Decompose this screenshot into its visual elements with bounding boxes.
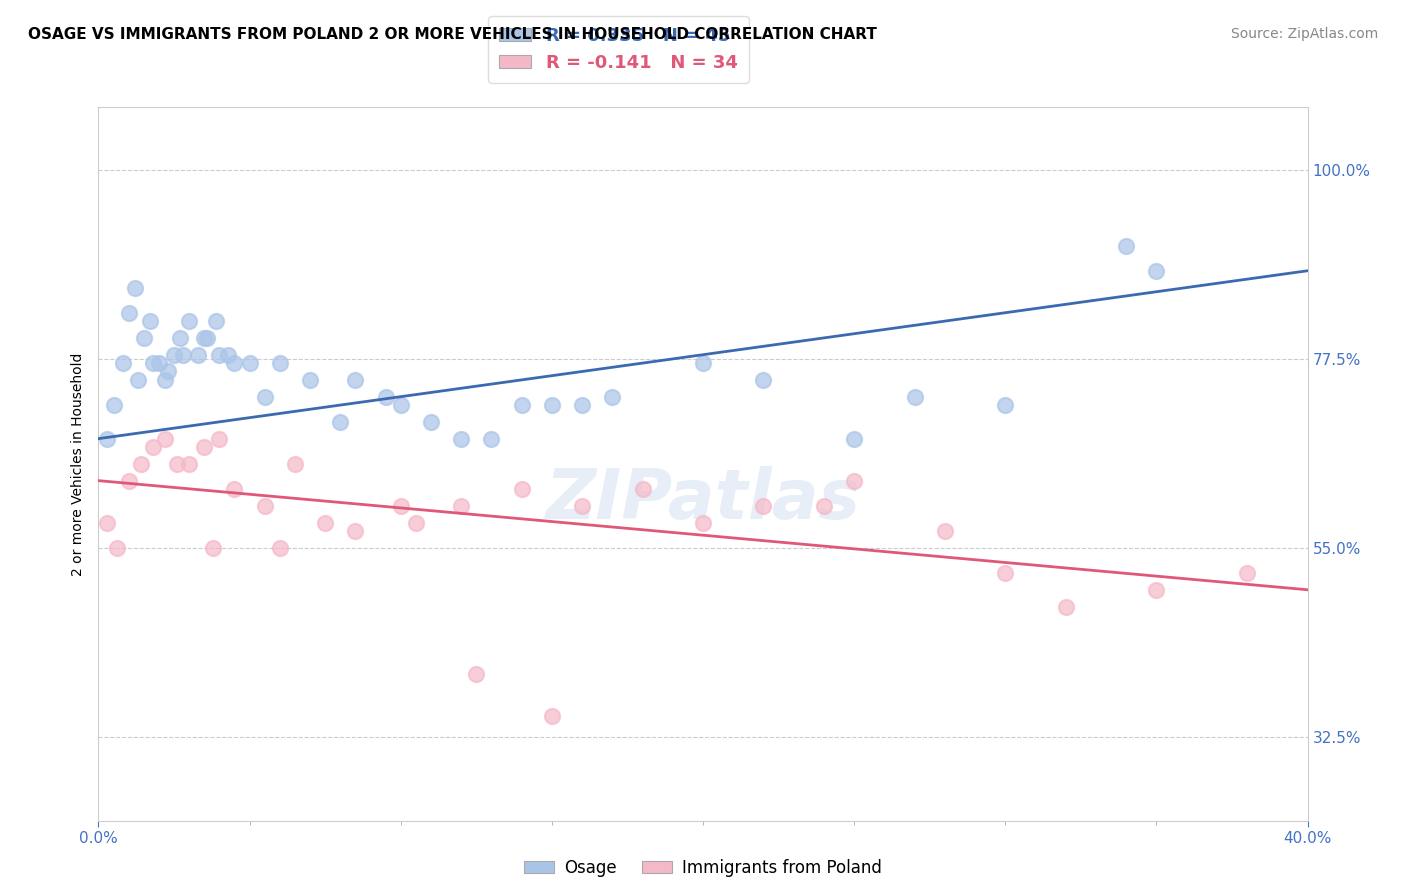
Point [124, 280, 146, 294]
Point [510, 482, 533, 496]
Point [224, 482, 246, 496]
Point [934, 524, 956, 538]
Point [193, 440, 215, 454]
Point [844, 474, 866, 488]
Point [148, 356, 170, 370]
Point [481, 432, 503, 446]
Point [96, 432, 118, 446]
Point [166, 457, 188, 471]
Point [163, 348, 186, 362]
Point [239, 356, 262, 370]
Point [118, 474, 141, 488]
Point [269, 356, 291, 370]
Point [692, 516, 714, 530]
Point [299, 373, 322, 387]
Point [540, 398, 562, 412]
Point [139, 314, 162, 328]
Point [132, 331, 155, 345]
Point [96, 516, 118, 530]
Point [602, 390, 624, 404]
Point [103, 398, 125, 412]
Point [205, 314, 228, 328]
Text: ZIPatlas: ZIPatlas [546, 466, 860, 533]
Point [692, 356, 714, 370]
Point [631, 482, 654, 496]
Point [142, 440, 165, 454]
Point [420, 415, 443, 429]
Point [374, 390, 396, 404]
Point [253, 390, 276, 404]
Point [118, 306, 141, 320]
Point [1236, 566, 1258, 580]
Point [904, 390, 927, 404]
Point [253, 499, 276, 513]
Point [1054, 599, 1077, 614]
Point [571, 499, 593, 513]
Legend: Osage, Immigrants from Poland: Osage, Immigrants from Poland [517, 853, 889, 884]
Point [179, 457, 201, 471]
Point [217, 348, 239, 362]
Point [405, 516, 427, 530]
Point [224, 356, 246, 370]
Point [105, 541, 128, 555]
Point [153, 373, 176, 387]
Point [1146, 264, 1168, 278]
Point [269, 541, 291, 555]
Point [1115, 238, 1137, 252]
Point [127, 373, 149, 387]
Point [844, 432, 866, 446]
Point [129, 457, 152, 471]
Text: OSAGE VS IMMIGRANTS FROM POLAND 2 OR MORE VEHICLES IN HOUSEHOLD CORRELATION CHAR: OSAGE VS IMMIGRANTS FROM POLAND 2 OR MOR… [28, 27, 877, 42]
Legend: R = 0.335   N = 45, R = -0.141   N = 34: R = 0.335 N = 45, R = -0.141 N = 34 [488, 16, 748, 83]
Point [344, 524, 367, 538]
Point [389, 398, 412, 412]
Point [752, 373, 775, 387]
Point [202, 541, 225, 555]
Point [571, 398, 593, 412]
Text: Source: ZipAtlas.com: Source: ZipAtlas.com [1230, 27, 1378, 41]
Point [329, 415, 352, 429]
Point [172, 348, 194, 362]
Point [1146, 582, 1168, 597]
Point [450, 499, 472, 513]
Point [994, 566, 1017, 580]
Point [450, 432, 472, 446]
Point [994, 398, 1017, 412]
Y-axis label: 2 or more Vehicles in Household: 2 or more Vehicles in Household [70, 352, 84, 575]
Point [187, 348, 209, 362]
Point [208, 348, 231, 362]
Point [510, 398, 533, 412]
Point [284, 457, 307, 471]
Point [752, 499, 775, 513]
Point [169, 331, 191, 345]
Point [540, 708, 562, 723]
Point [813, 499, 835, 513]
Point [314, 516, 336, 530]
Point [156, 364, 179, 378]
Point [153, 432, 176, 446]
Point [195, 331, 218, 345]
Point [111, 356, 134, 370]
Point [344, 373, 367, 387]
Point [208, 432, 231, 446]
Point [142, 356, 165, 370]
Point [179, 314, 201, 328]
Point [389, 499, 412, 513]
Point [193, 331, 215, 345]
Point [465, 666, 488, 681]
